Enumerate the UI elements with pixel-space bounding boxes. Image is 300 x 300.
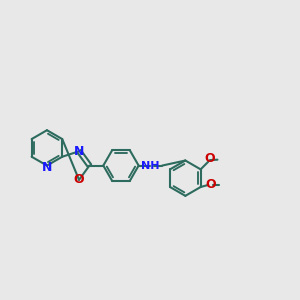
- Text: NH: NH: [141, 160, 160, 171]
- Text: N: N: [74, 145, 84, 158]
- Text: O: O: [74, 173, 84, 186]
- Text: N: N: [42, 161, 52, 174]
- Text: O: O: [206, 178, 217, 190]
- Text: O: O: [204, 152, 215, 165]
